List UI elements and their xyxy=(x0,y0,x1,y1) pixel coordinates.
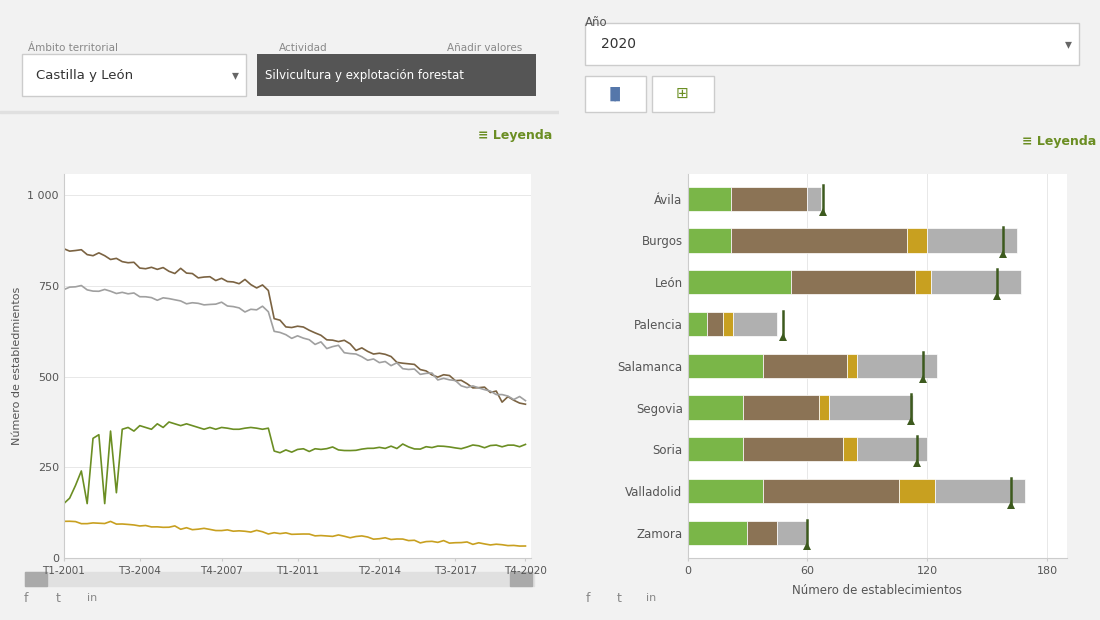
Bar xyxy=(857,353,937,378)
Bar xyxy=(899,479,935,503)
Bar xyxy=(688,479,763,503)
Bar xyxy=(688,521,747,545)
Bar xyxy=(844,437,857,461)
Text: in: in xyxy=(87,593,97,603)
Text: ▾: ▾ xyxy=(1065,37,1072,51)
Bar xyxy=(908,228,927,252)
Bar xyxy=(763,479,899,503)
Bar xyxy=(927,228,1018,252)
Bar xyxy=(932,270,1021,294)
Text: ≡ Leyenda: ≡ Leyenda xyxy=(477,129,552,141)
Bar xyxy=(25,572,47,586)
Bar xyxy=(847,353,857,378)
Text: Castilla y León: Castilla y León xyxy=(36,69,133,81)
Bar xyxy=(744,437,844,461)
Bar xyxy=(763,353,847,378)
Bar xyxy=(829,396,913,420)
Bar xyxy=(688,187,732,211)
Text: f: f xyxy=(23,592,28,604)
Bar xyxy=(744,396,820,420)
Y-axis label: Número de establedmientos: Número de establedmientos xyxy=(12,286,22,445)
Bar xyxy=(688,312,707,336)
Bar xyxy=(734,312,778,336)
Text: Actividad: Actividad xyxy=(279,43,328,53)
Bar xyxy=(0,111,559,113)
Text: t: t xyxy=(56,592,60,604)
Bar xyxy=(724,312,734,336)
Bar xyxy=(688,270,791,294)
Bar xyxy=(707,312,724,336)
Text: f: f xyxy=(585,592,591,604)
FancyBboxPatch shape xyxy=(652,76,714,112)
Text: Año: Año xyxy=(585,16,607,29)
FancyBboxPatch shape xyxy=(22,54,246,96)
Text: ⊞: ⊞ xyxy=(676,86,689,101)
Bar xyxy=(688,228,732,252)
Bar xyxy=(747,521,778,545)
Text: ▐▌: ▐▌ xyxy=(605,86,626,101)
Bar xyxy=(732,187,807,211)
Bar xyxy=(509,572,532,586)
Bar xyxy=(820,396,829,420)
Bar xyxy=(732,228,907,252)
Bar xyxy=(778,521,807,545)
Bar xyxy=(915,270,932,294)
Bar xyxy=(688,437,744,461)
Bar xyxy=(807,187,822,211)
Text: Ámbito territorial: Ámbito territorial xyxy=(28,43,118,53)
Bar xyxy=(688,353,763,378)
FancyBboxPatch shape xyxy=(585,23,1078,65)
Text: t: t xyxy=(617,592,621,604)
Text: Añadir valores: Añadir valores xyxy=(447,43,522,53)
Bar xyxy=(857,437,927,461)
FancyBboxPatch shape xyxy=(585,76,647,112)
FancyBboxPatch shape xyxy=(257,54,537,96)
X-axis label: Número de establecimientos: Número de establecimientos xyxy=(792,584,962,597)
Text: in: in xyxy=(647,593,657,603)
Text: Silvicultura y explotación forestat: Silvicultura y explotación forestat xyxy=(265,69,464,81)
Text: 2020: 2020 xyxy=(601,37,636,51)
Bar xyxy=(25,572,534,586)
Text: ▾: ▾ xyxy=(232,68,239,82)
Bar xyxy=(688,396,744,420)
Bar xyxy=(791,270,915,294)
Text: ≡ Leyenda: ≡ Leyenda xyxy=(1022,135,1097,148)
Bar xyxy=(935,479,1025,503)
